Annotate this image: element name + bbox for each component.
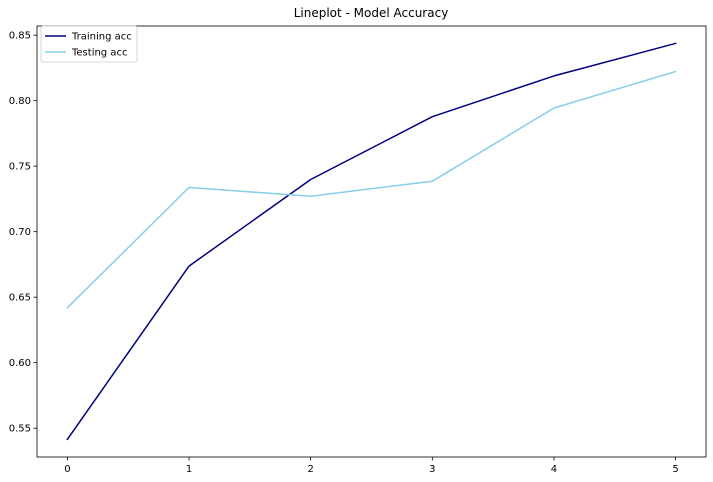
- legend-label-training-acc: Training acc: [71, 32, 132, 43]
- x-tick-label: 4: [551, 464, 557, 475]
- x-tick-label: 2: [307, 464, 313, 475]
- y-tick-label: 0.80: [9, 96, 31, 107]
- series-line-training-acc: [66, 42, 677, 441]
- y-tick-label: 0.55: [9, 424, 31, 435]
- series-line-testing-acc: [66, 70, 677, 309]
- y-tick-label: 0.85: [9, 31, 31, 42]
- legend-label-testing-acc: Testing acc: [71, 48, 127, 59]
- x-axis: 0 1 2 3 4 5: [64, 457, 679, 475]
- legend-box: [40, 25, 138, 63]
- y-tick-label: 0.65: [9, 293, 31, 304]
- y-axis: 0.55 0.60 0.65 0.70 0.75 0.80 0.85: [9, 31, 37, 435]
- plot-area: [36, 25, 707, 458]
- x-tick-label: 1: [186, 464, 192, 475]
- y-tick-label: 0.60: [9, 358, 31, 369]
- plot-frame: [36, 25, 707, 458]
- series-layer: [66, 42, 677, 441]
- chart-title: Lineplot - Model Accuracy: [294, 6, 449, 20]
- x-tick-label: 0: [64, 464, 70, 475]
- legend: Training acc Testing acc: [40, 25, 138, 63]
- y-tick-label: 0.75: [9, 162, 31, 173]
- y-tick-label: 0.70: [9, 227, 31, 238]
- x-tick-label: 3: [429, 464, 435, 475]
- x-tick-label: 5: [672, 464, 678, 475]
